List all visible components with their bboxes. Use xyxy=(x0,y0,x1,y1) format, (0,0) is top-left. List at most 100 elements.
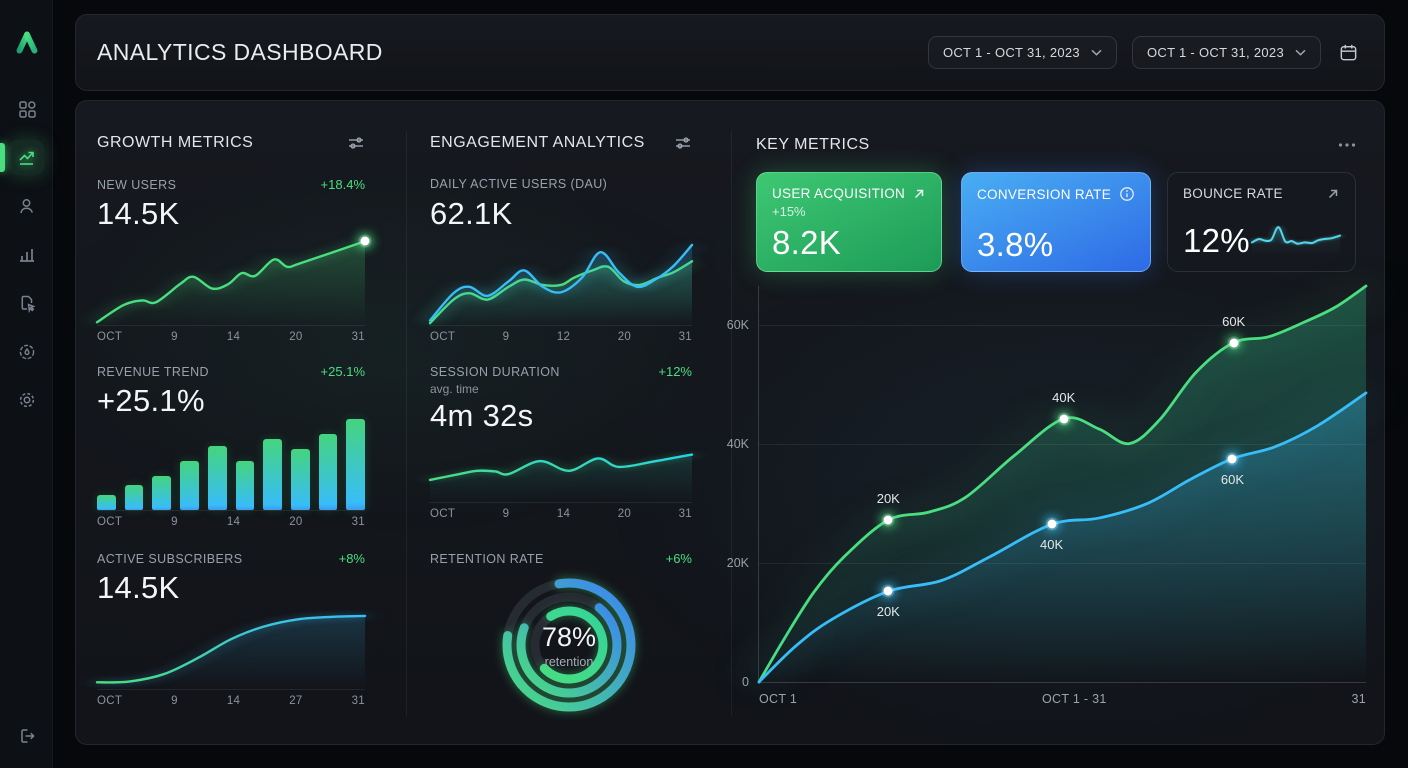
metric-delta: +25.1% xyxy=(320,364,365,379)
retention-header: RETENTION RATE +6% xyxy=(430,551,692,566)
metric-delta: +12% xyxy=(658,364,692,379)
badge-drop-icon xyxy=(19,344,34,359)
sidebar-item-analytics[interactable] xyxy=(0,140,44,175)
axis-tick: OCT xyxy=(97,331,123,343)
y-axis-label: 20K xyxy=(726,555,749,570)
new-users-chart: OCT 9 14 20 31 xyxy=(97,234,370,343)
active-indicator xyxy=(0,143,5,172)
card-label: USER ACQUISITION xyxy=(772,186,906,201)
bar xyxy=(152,476,172,510)
axis-tick: 9 xyxy=(502,508,510,520)
sidebar-item-dashboard[interactable] xyxy=(9,91,44,126)
card-value: 12% xyxy=(1183,222,1250,259)
axis-tick: 14 xyxy=(226,516,241,528)
page-title: ANALYTICS DASHBOARD xyxy=(97,39,383,65)
axis-tick: 31 xyxy=(351,695,365,707)
header-controls: OCT 1 - OCT 31, 2023 OCT 1 - OCT 31, 202… xyxy=(927,36,1361,69)
metric-delta: +8% xyxy=(338,551,365,566)
axis-tick: OCT 1 - 31 xyxy=(1041,692,1107,706)
data-point-label: 40K xyxy=(1039,537,1064,553)
bar xyxy=(346,419,366,510)
sidebar-item-integrations[interactable] xyxy=(9,334,44,369)
date-range-2-value: OCT 1 - OCT 31, 2023 xyxy=(1146,45,1284,60)
session-chart: OCT 9 14 20 31 xyxy=(430,437,692,520)
axis-tick: OCT 1 xyxy=(759,692,798,706)
bar xyxy=(290,449,310,510)
date-range-select-1[interactable]: OCT 1 - OCT 31, 2023 xyxy=(927,36,1117,69)
arrow-up-right-icon xyxy=(1328,189,1338,198)
grid-icon xyxy=(18,100,36,118)
subscribers-header: ACTIVE SUBSCRIBERS +8% xyxy=(97,551,365,566)
growth-section-header: GROWTH METRICS xyxy=(97,134,365,152)
sidebar-item-stats[interactable] xyxy=(9,237,44,272)
logout-icon xyxy=(20,728,35,743)
metric-delta: +6% xyxy=(665,551,692,566)
bar xyxy=(124,485,144,510)
metric-delta: +18.4% xyxy=(320,177,365,192)
more-options-icon[interactable] xyxy=(1338,142,1356,148)
conversion-rate-card[interactable]: CONVERSION RATE 3.8% xyxy=(961,172,1151,272)
sidebar-item-reports[interactable] xyxy=(9,285,44,320)
new-users-header: NEW USERS +18.4% xyxy=(97,177,365,192)
file-select-icon xyxy=(21,295,36,313)
calendar-button[interactable] xyxy=(1336,40,1361,65)
axis-tick: 14 xyxy=(226,695,241,707)
key-metrics-title: KEY METRICS xyxy=(756,136,870,153)
revenue-header: REVENUE TREND +25.1% xyxy=(97,364,365,379)
metric-label: NEW USERS xyxy=(97,178,177,192)
card-header: BOUNCE RATE xyxy=(1183,186,1340,201)
key-metrics-section-header: KEY METRICS xyxy=(756,136,1356,154)
card-label: CONVERSION RATE xyxy=(977,186,1112,202)
card-header: CONVERSION RATE xyxy=(977,186,1135,202)
data-point-label: 20K xyxy=(876,604,900,620)
bounce-rate-card[interactable]: BOUNCE RATE 12% xyxy=(1167,172,1356,272)
user-icon xyxy=(19,198,33,213)
column-divider xyxy=(406,131,407,716)
axis-tick: 9 xyxy=(171,516,178,528)
metric-label: REVENUE TREND xyxy=(97,365,209,379)
logout-button[interactable] xyxy=(9,718,44,753)
header: ANALYTICS DASHBOARD OCT 1 - OCT 31, 2023… xyxy=(75,14,1385,91)
traffic-overview-chart: 20K 40K 60K 20K 40K 60K 60K 40K 20K 0 OCT 1 OCT 1 -… xyxy=(727,286,1366,706)
metric-label: RETENTION RATE xyxy=(430,552,544,566)
y-axis-label: 0 xyxy=(742,675,749,689)
date-range-select-2[interactable]: OCT 1 - OCT 31, 2023 xyxy=(1131,36,1321,69)
bounce-value-row: 12% xyxy=(1183,222,1340,260)
axis-tick: OCT xyxy=(430,331,456,343)
sidebar-item-users[interactable] xyxy=(9,188,44,223)
metric-label: DAILY ACTIVE USERS (DAU) xyxy=(430,177,608,191)
dashboard-panel: GROWTH METRICS NEW USERS +18.4% 14.5K OC… xyxy=(75,100,1385,745)
new-users-value: 14.5K xyxy=(97,196,180,231)
filter-sliders-icon[interactable] xyxy=(674,134,692,152)
axis-tick: 14 xyxy=(556,508,571,520)
metric-label: SESSION DURATION xyxy=(430,365,560,379)
metric-label: ACTIVE SUBSCRIBERS xyxy=(97,552,243,566)
revenue-chart: OCT 9 14 20 31 xyxy=(97,419,366,528)
axis-tick: 27 xyxy=(289,695,303,707)
calendar-icon xyxy=(1340,44,1357,61)
axis-tick: 14 xyxy=(226,331,241,343)
filter-sliders-icon[interactable] xyxy=(347,134,365,152)
data-point-label: 60K xyxy=(1222,313,1246,329)
sidebar-item-settings[interactable] xyxy=(9,382,44,417)
engagement-section-title: ENGAGEMENT ANALYTICS xyxy=(430,134,645,151)
axis-tick: 9 xyxy=(171,695,178,707)
user-acquisition-card[interactable]: USER ACQUISITION +15% 8.2K xyxy=(756,172,942,272)
axis-tick: 20 xyxy=(617,508,632,520)
axis-tick: 9 xyxy=(502,331,510,343)
bar xyxy=(235,460,255,510)
bar-chart-icon xyxy=(19,248,34,262)
card-label: BOUNCE RATE xyxy=(1183,186,1283,201)
axis-tick: 31 xyxy=(678,508,692,520)
dau-value: 62.1K xyxy=(430,196,513,231)
session-sublabel: avg. time xyxy=(430,382,479,396)
bounce-sparkline xyxy=(1252,222,1340,256)
axis-tick: 12 xyxy=(556,331,571,343)
y-axis-label: 60K xyxy=(726,317,749,332)
y-axis-label: 40K xyxy=(726,436,749,451)
bar xyxy=(263,439,282,510)
info-icon[interactable] xyxy=(1119,186,1135,202)
revenue-value: +25.1% xyxy=(97,383,205,418)
column-divider xyxy=(731,131,732,716)
axis-tick: 31 xyxy=(351,331,365,343)
